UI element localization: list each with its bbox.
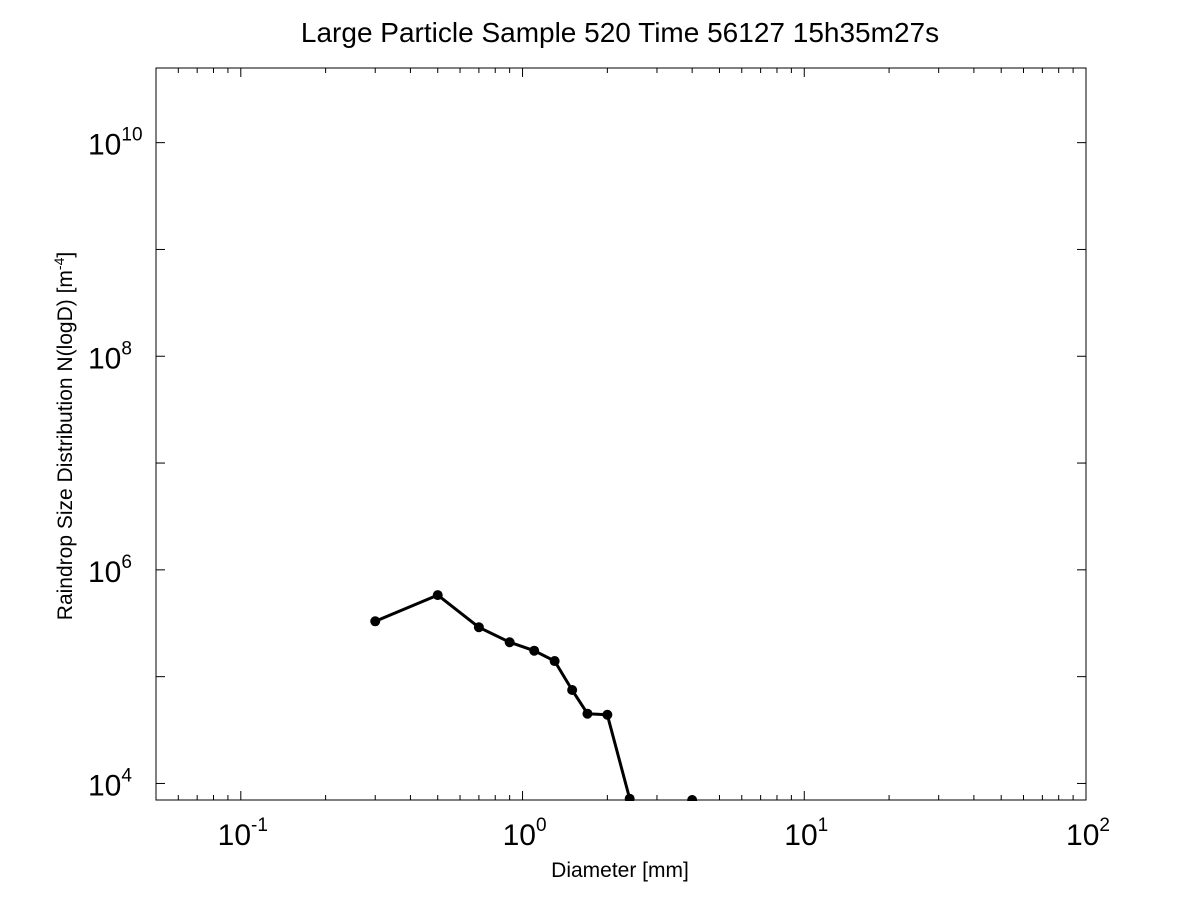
- x-tick-label: 101: [784, 815, 828, 852]
- axis-ticks: [155, 68, 1087, 800]
- isolated-data-point: [687, 795, 698, 801]
- y-axis-label-text: Raindrop Size Distribution N(logD) [m: [54, 270, 77, 620]
- y-tick-label-base: 10: [88, 342, 121, 375]
- data-point: [602, 709, 613, 720]
- series-layer: [370, 590, 698, 801]
- y-tick-label-base: 10: [88, 556, 121, 589]
- x-tick-label: 102: [1066, 815, 1110, 852]
- y-tick-label: 104: [88, 765, 132, 802]
- x-tick-label-exp: 0: [536, 815, 547, 836]
- y-tick-label-base: 10: [88, 769, 121, 802]
- y-tick-label-exp: 10: [121, 125, 142, 146]
- y-tick-label: 108: [88, 338, 132, 375]
- x-tick-label-base: 10: [218, 819, 251, 852]
- x-tick-label-exp: -1: [251, 815, 268, 836]
- y-axis-label-sup: -4: [51, 257, 67, 270]
- y-axis-label-suffix: ]: [54, 252, 77, 258]
- x-tick-label-exp: 2: [1099, 815, 1110, 836]
- data-point: [432, 590, 443, 601]
- x-tick-label-base: 10: [503, 819, 536, 852]
- y-tick-label-exp: 6: [121, 552, 132, 573]
- chart-title: Large Particle Sample 520 Time 56127 15h…: [301, 17, 939, 48]
- plot-frame: [155, 67, 1087, 801]
- data-point: [529, 645, 540, 656]
- y-tick-label-exp: 8: [121, 338, 132, 359]
- data-point: [473, 622, 484, 633]
- data-point: [549, 656, 560, 667]
- series-line: [374, 593, 632, 800]
- data-point: [624, 793, 635, 801]
- x-tick-label-base: 10: [784, 819, 817, 852]
- y-axis-label: Raindrop Size Distribution N(logD) [m-4]: [51, 252, 77, 620]
- data-point: [567, 684, 578, 695]
- y-tick-label: 106: [88, 552, 132, 589]
- data-point: [582, 708, 593, 719]
- data-point: [370, 616, 381, 627]
- y-tick-label: 1010: [88, 125, 143, 162]
- x-tick-label: 10-1: [218, 815, 268, 852]
- x-tick-label: 100: [503, 815, 547, 852]
- y-tick-label-base: 10: [88, 129, 121, 162]
- x-tick-label-exp: 1: [818, 815, 829, 836]
- data-point: [504, 637, 515, 648]
- y-tick-label-exp: 4: [121, 765, 132, 786]
- x-tick-label-base: 10: [1066, 819, 1099, 852]
- x-axis-label: Diameter [mm]: [551, 859, 689, 882]
